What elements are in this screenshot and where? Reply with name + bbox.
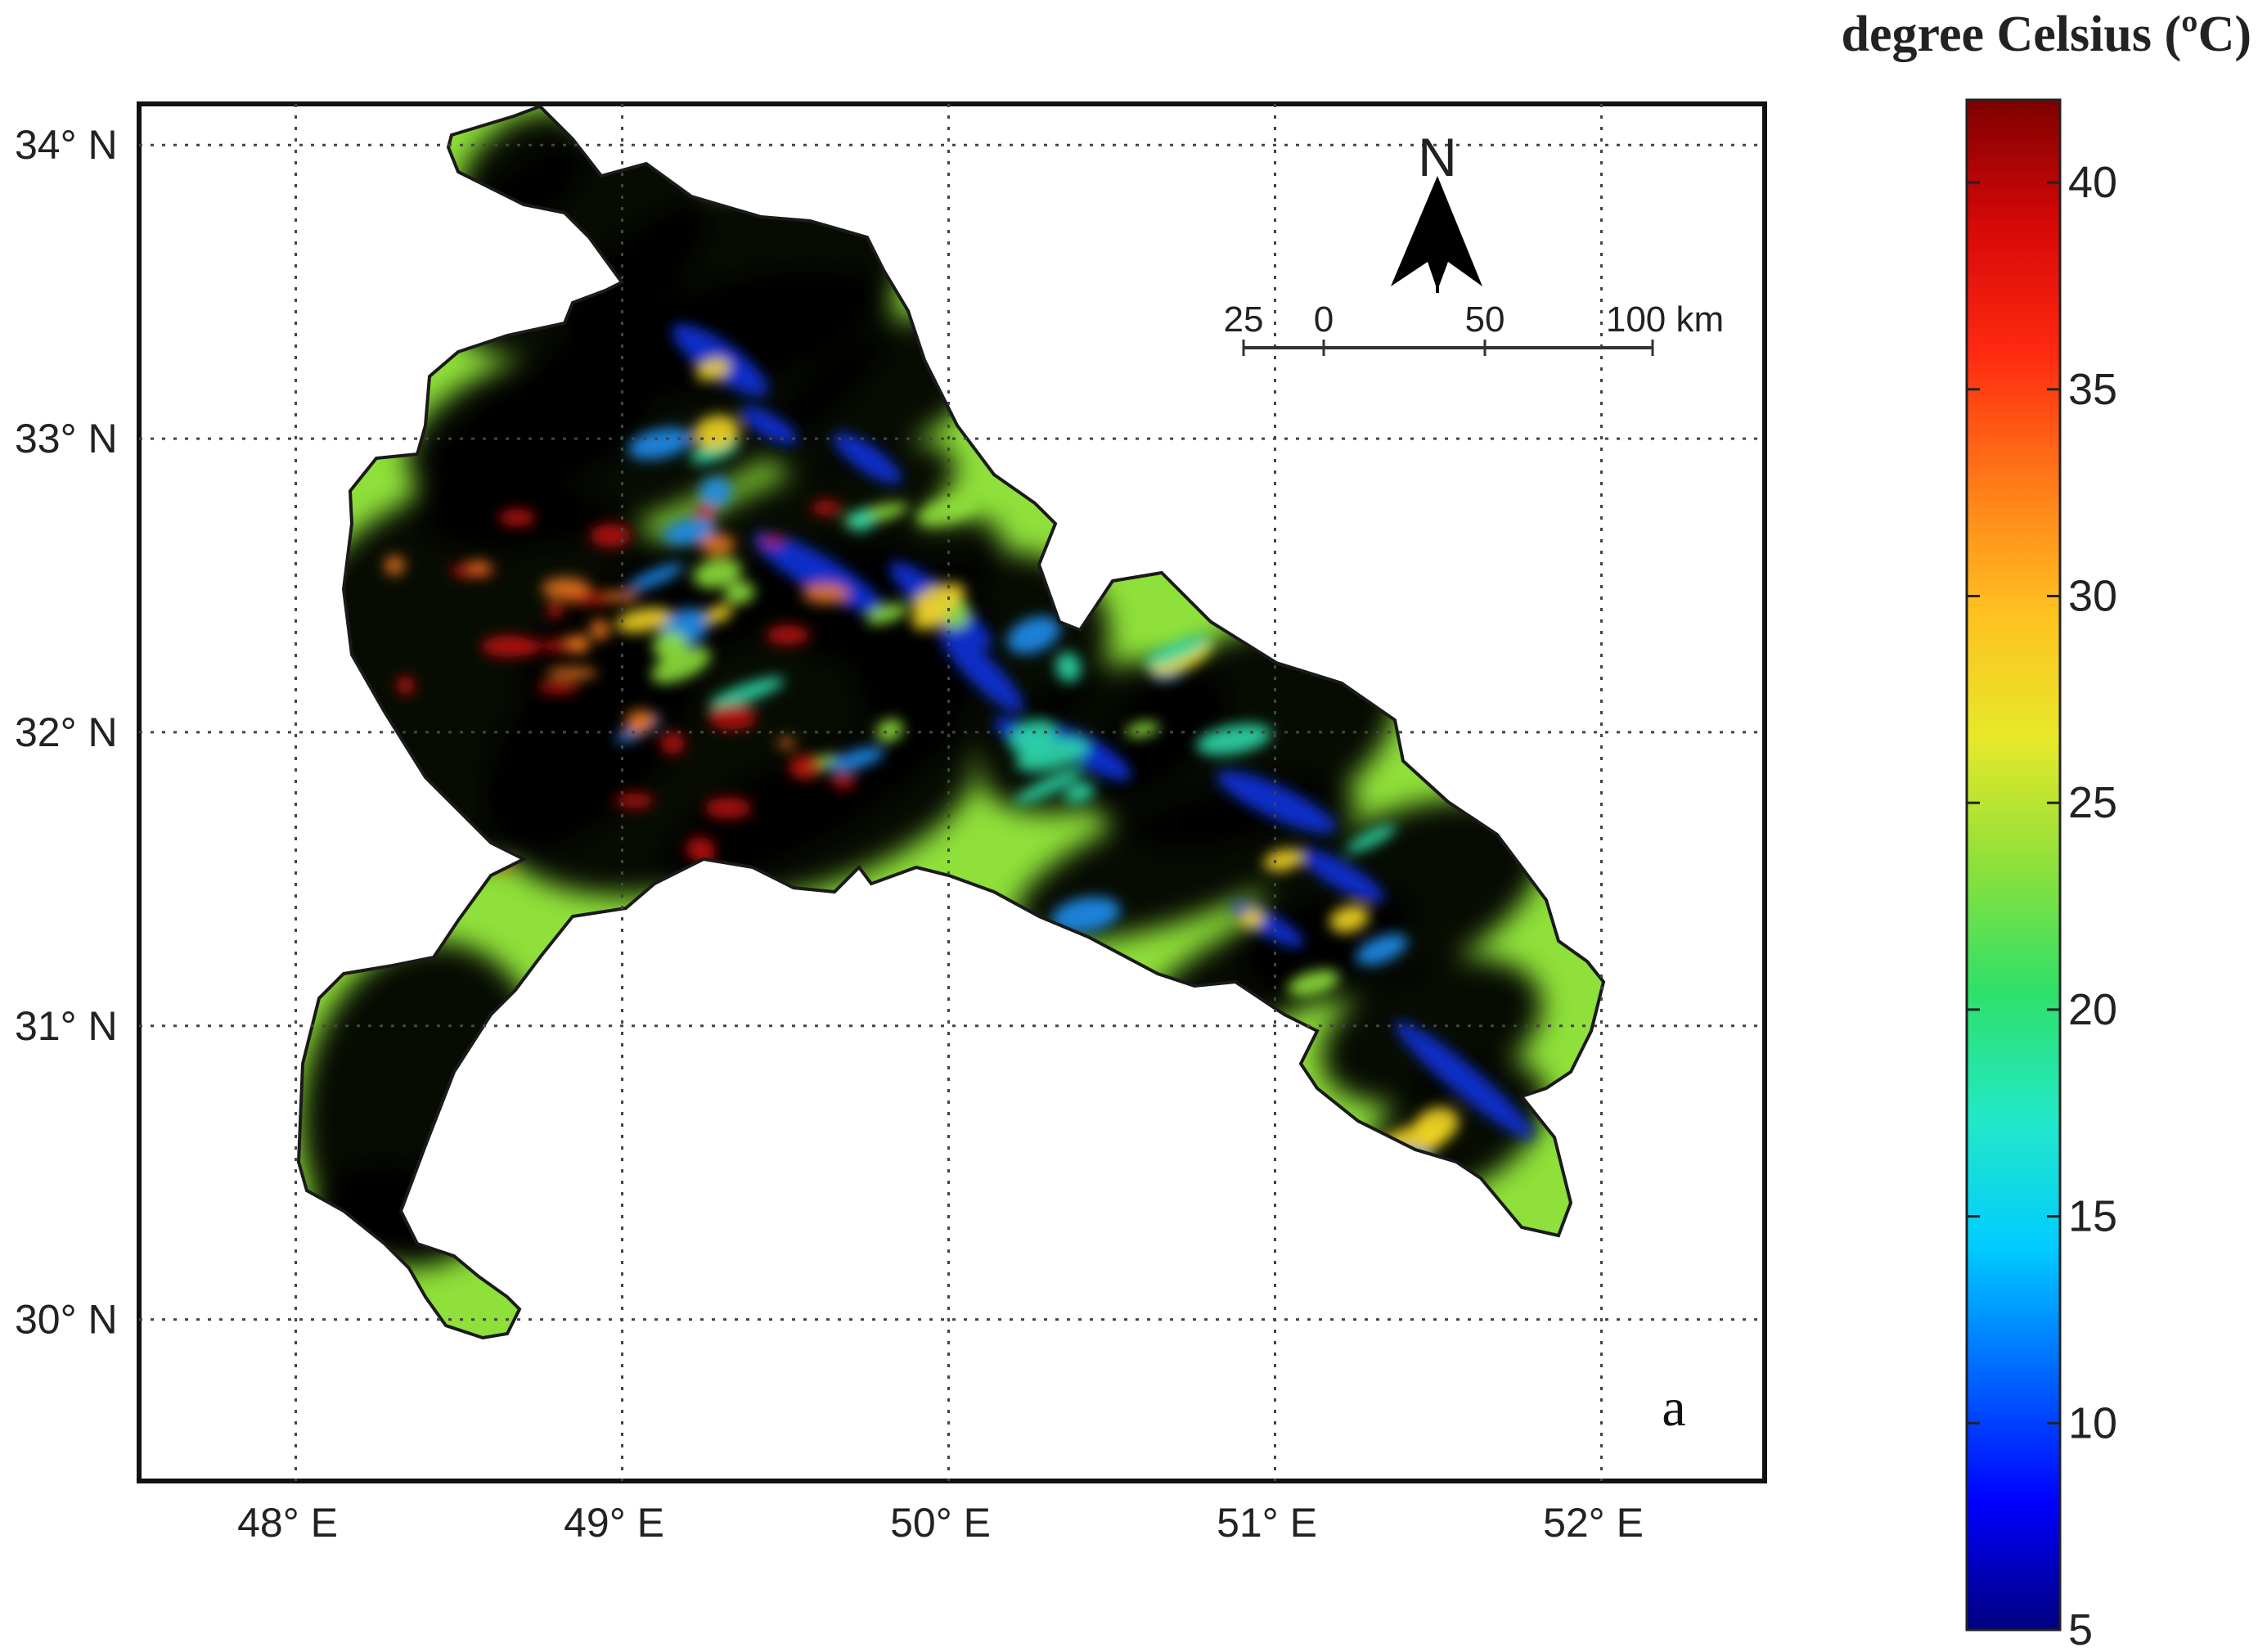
scale-label-25: 25 [1224, 299, 1264, 340]
lon-label: 51° E [1217, 1500, 1317, 1546]
scale-label-0: 0 [1314, 299, 1334, 340]
colorbar-tick-label: 30 [2068, 571, 2117, 620]
colorbar-tick-label: 35 [2068, 365, 2117, 414]
scale-label-50: 50 [1465, 299, 1505, 340]
lon-label: 50° E [890, 1500, 991, 1546]
latitude-labels: 34° N 33° N 32° N 31° N 30° N [15, 122, 118, 1342]
lat-label: 33° N [15, 416, 118, 461]
lat-label: 34° N [15, 122, 118, 168]
scale-bar: 25 0 50 100 km [1224, 299, 1724, 356]
lat-label: 32° N [15, 709, 118, 755]
colorbar-tick-label: 40 [2068, 158, 2117, 207]
colorbar-tick-label: 25 [2068, 778, 2117, 827]
lat-label: 30° N [15, 1297, 118, 1343]
panel-label: a [1662, 1378, 1685, 1438]
scale-label-100km: 100 km [1606, 299, 1724, 340]
longitude-labels: 48° E 49° E 50° E 51° E 52° E [237, 1500, 1644, 1546]
colorbar-tick-label: 10 [2068, 1398, 2117, 1447]
lon-label: 48° E [237, 1500, 338, 1546]
colorbar-ticks: 5 10 15 20 25 30 35 40 [1967, 158, 2117, 1652]
lat-label: 31° N [15, 1003, 118, 1049]
north-label: N [1418, 127, 1457, 187]
lon-label: 52° E [1543, 1500, 1644, 1546]
north-arrow-icon: N [1391, 127, 1482, 293]
legend-title: degree Celsius (ºC) [1842, 7, 2251, 62]
colorbar-tick-label: 20 [2068, 985, 2117, 1034]
lon-label: 49° E [564, 1500, 664, 1546]
colorbar-tick-label: 5 [2068, 1605, 2093, 1652]
colorbar-tick-label: 15 [2068, 1192, 2117, 1241]
colorbar [1965, 98, 2062, 1632]
graticule [139, 104, 1765, 1481]
